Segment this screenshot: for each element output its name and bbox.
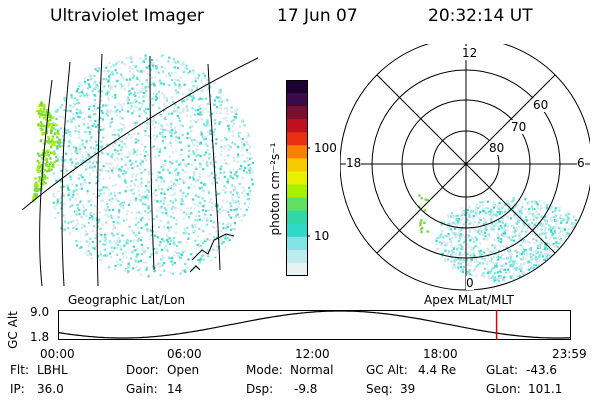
colorbar-segment: [286, 132, 308, 146]
mlat-label-80: 80: [489, 141, 505, 155]
timeline-xtick-0000: 00:00: [40, 347, 75, 361]
colorbar-segment: [286, 158, 308, 172]
dsp-value: -9.8: [294, 382, 318, 396]
geo-grid-line-7: [189, 265, 201, 273]
colorbar-segment: [286, 93, 308, 107]
mlt-label-6: 6: [577, 156, 585, 170]
colorbar-segment: [286, 262, 308, 277]
colorbar-segment: [286, 119, 308, 133]
door-value: Open: [167, 363, 200, 377]
door-label: Door:: [126, 363, 159, 377]
altitude-curve: [58, 310, 571, 339]
timeline-ylabel: GC Alt: [6, 311, 20, 349]
gc-alt-label: GC Alt:: [366, 363, 408, 377]
geo-grid-line-6: [191, 233, 235, 261]
gain-label: Gain:: [126, 382, 158, 396]
altitude-timeline: [58, 310, 571, 340]
mode-label: Mode:: [246, 363, 283, 377]
mlt-label-12: 12: [462, 46, 478, 60]
colorbar-segment: [286, 197, 308, 212]
geo-grid-line-3: [149, 55, 155, 271]
colorbar-segment: [286, 184, 308, 199]
timeline-xtick-0600: 06:00: [167, 347, 202, 361]
seq-label: Seq:: [366, 382, 393, 396]
geo-grid-line-0: [39, 79, 53, 286]
flt-value: LBHL: [37, 363, 68, 377]
geo-panel-label: Geographic Lat/Lon: [68, 293, 186, 307]
flt-label: Flt:: [10, 363, 29, 377]
apex-polar-plot: [340, 44, 590, 291]
time-label: 20:32:14 UT: [428, 6, 533, 26]
geo-grid-line-2: [96, 53, 103, 286]
instrument-title: Ultraviolet Imager: [50, 6, 204, 26]
colorbar-segment: [286, 223, 308, 238]
colorbar-segment: [286, 249, 308, 264]
colorbar-tick-100: 100: [314, 141, 337, 155]
ip-label: IP:: [10, 382, 25, 396]
colorbar-segment: [286, 210, 308, 225]
mlt-label-18: 18: [346, 156, 362, 170]
timeline-xtick-2359: 23:59: [552, 347, 587, 361]
mode-value: Normal: [290, 363, 334, 377]
ip-value: 36.0: [37, 382, 64, 396]
colorbar-segment: [286, 80, 308, 94]
geo-grid-line-4: [207, 63, 221, 271]
timeline-ytick-9: 9.0: [30, 305, 50, 319]
mlat-label-70: 70: [511, 120, 527, 134]
colorbar: [286, 80, 310, 277]
colorbar-segment: [286, 106, 308, 120]
glon-label: GLon:: [486, 382, 521, 396]
timeline-frame: [58, 310, 571, 340]
gain-value: 14: [167, 382, 183, 396]
colorbar-segment: [286, 171, 308, 186]
colorbar-segment: [286, 236, 308, 251]
timeline-ytick-1-8: 1.8: [30, 330, 50, 344]
colorbar-label: photon cm⁻²s⁻¹: [268, 142, 282, 236]
colorbar-frame: [286, 80, 308, 276]
timeline-xtick-1800: 18:00: [423, 347, 458, 361]
date-label: 17 Jun 07: [277, 6, 358, 26]
glon-value: 101.1: [528, 382, 563, 396]
glat-value: -43.6: [526, 363, 558, 377]
colorbar-segment: [286, 145, 308, 159]
geographic-image: [22, 53, 258, 286]
apex-panel-label: Apex MLat/MLT: [424, 293, 514, 307]
gc-alt-value: 4.4 Re: [418, 363, 457, 377]
glat-label: GLat:: [486, 363, 519, 377]
timeline-xtick-1200: 12:00: [295, 347, 330, 361]
dsp-label: Dsp:: [246, 382, 274, 396]
geo-grid-line-5: [22, 57, 258, 211]
colorbar-tick-10: 10: [314, 229, 330, 243]
mlt-label-0: 0: [466, 276, 474, 290]
polar-diagonal-2: [376, 74, 556, 254]
seq-value: 39: [400, 382, 416, 396]
mlat-label-60: 60: [533, 98, 549, 112]
